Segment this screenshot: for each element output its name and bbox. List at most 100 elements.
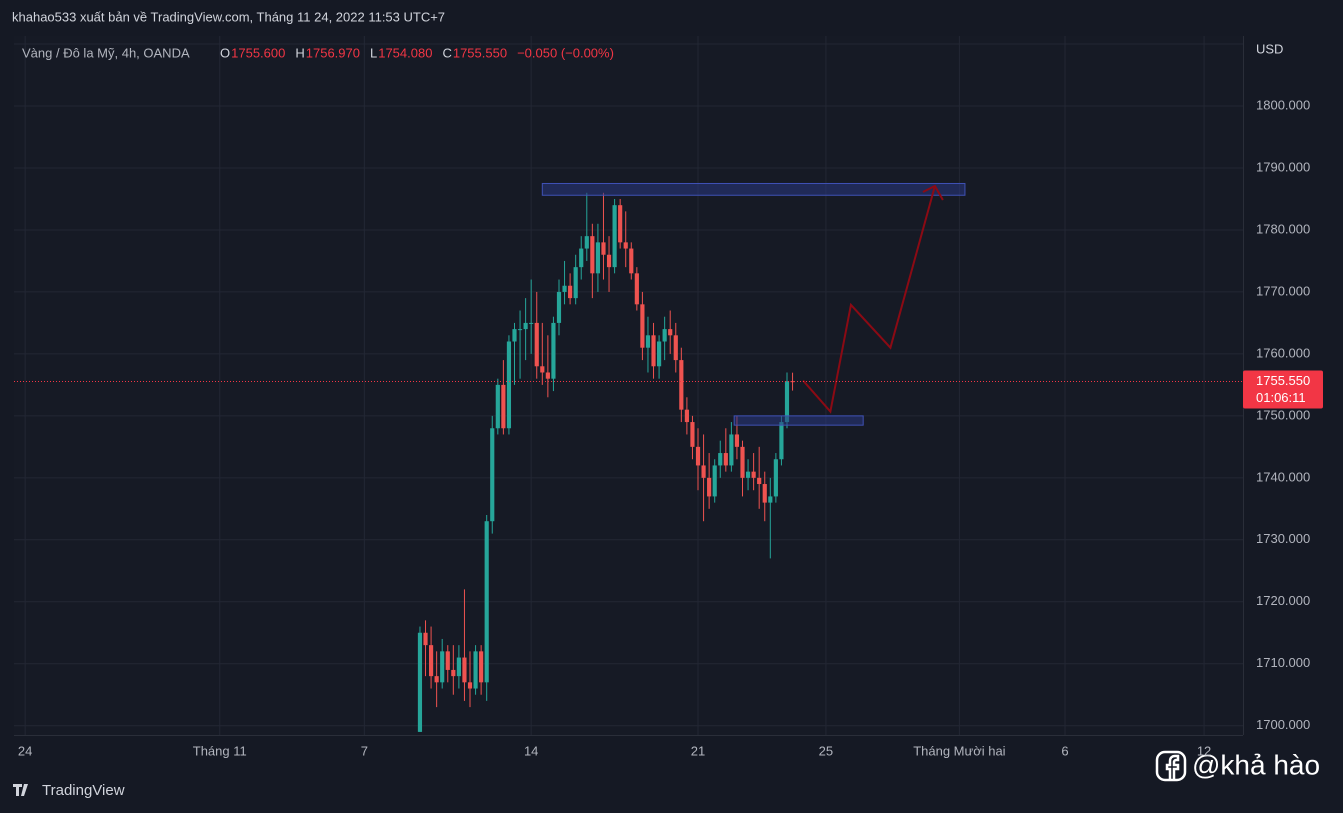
candle-body <box>606 254 612 268</box>
candle-body <box>473 651 478 689</box>
last-price-label: 1755.550 <box>1256 373 1310 388</box>
ohlc-label: L <box>370 45 377 60</box>
candle-body <box>601 242 606 255</box>
candle-body <box>734 434 740 447</box>
zone <box>733 415 864 426</box>
ohlc-label: C <box>442 45 451 60</box>
ohlc-value: 1756.970 <box>306 45 360 60</box>
watermark: @khả hào <box>1192 749 1320 780</box>
candle-body <box>673 335 678 361</box>
candle-body <box>523 322 528 330</box>
candle-body <box>690 422 695 447</box>
y-tick-label: 1730.000 <box>1256 531 1310 546</box>
candle-body <box>495 384 500 429</box>
candle-body <box>679 360 684 410</box>
candle-body <box>579 248 584 268</box>
candle-body <box>590 236 595 274</box>
last-price-box <box>1243 370 1323 409</box>
y-tick-label: 1750.000 <box>1256 407 1310 422</box>
candle-body <box>634 273 639 305</box>
ohlc-label: H <box>295 45 304 60</box>
candle-body <box>768 496 773 503</box>
candle-body <box>484 521 489 683</box>
y-tick-label: 1740.000 <box>1256 469 1310 484</box>
y-tick-label: 1710.000 <box>1256 655 1310 670</box>
candle-body <box>501 384 506 429</box>
symbol: Vàng / Đô la Mỹ, 4h, OANDA <box>22 45 190 60</box>
x-tick-label: 21 <box>691 743 705 758</box>
candle-body <box>707 477 712 497</box>
candle-body <box>623 242 628 249</box>
candle-body <box>417 632 423 732</box>
candle-body <box>506 341 512 429</box>
candle-body <box>629 248 634 274</box>
ohlc-label: O <box>220 45 230 60</box>
candle-body <box>456 657 461 677</box>
ohlc-value: 1755.550 <box>453 45 507 60</box>
y-tick-label: 1780.000 <box>1256 221 1310 236</box>
candle-body <box>657 341 662 367</box>
plot-area <box>14 36 1243 735</box>
candle-body <box>662 329 667 342</box>
brand: TradingView <box>42 782 125 799</box>
x-tick-label: 6 <box>1061 743 1068 758</box>
candle-body <box>428 645 434 677</box>
fb-icon <box>1155 750 1187 782</box>
x-tick-label: Tháng 11 <box>193 743 247 758</box>
zone <box>541 182 966 196</box>
candle-body <box>790 381 795 383</box>
candle-body <box>695 446 701 466</box>
candle-body <box>773 459 778 497</box>
candle-body <box>751 471 756 478</box>
candle-body <box>551 322 556 379</box>
candle-body <box>545 372 550 379</box>
candle-body <box>512 329 517 342</box>
ohlc-value: 1754.080 <box>378 45 432 60</box>
candle-body <box>540 366 545 373</box>
candle-body <box>534 322 539 367</box>
tv-logo <box>13 784 28 796</box>
change: −0.050 (−0.00%) <box>517 45 614 60</box>
candle-body <box>451 669 456 677</box>
y-tick-label: 1800.000 <box>1256 97 1310 112</box>
arrow-head <box>922 184 944 201</box>
candle-body <box>668 329 673 336</box>
y-tick-label: 1720.000 <box>1256 593 1310 608</box>
candle-body <box>762 484 767 503</box>
candle-body <box>445 651 450 670</box>
candle-body <box>529 322 534 324</box>
x-tick-label: 14 <box>524 743 538 758</box>
candle-body <box>640 304 645 348</box>
candle-body <box>440 651 445 683</box>
x-tick-label: 12 <box>1197 743 1211 758</box>
candle-body <box>595 242 600 274</box>
candle-body <box>490 428 495 522</box>
ohlc-value: 1755.600 <box>231 45 285 60</box>
candle-body <box>712 465 717 497</box>
candle-body <box>645 335 651 348</box>
candle-body <box>701 465 706 478</box>
candle-body <box>517 329 523 331</box>
x-tick-label: 7 <box>361 743 368 758</box>
candle-body <box>562 285 567 292</box>
countdown: 01:06:11 <box>1256 390 1306 405</box>
candle-body <box>740 446 745 478</box>
candle-body <box>745 471 751 478</box>
candle-body <box>718 453 723 466</box>
candle-body <box>651 335 656 367</box>
candle-body <box>723 453 728 466</box>
y-tick-label: 1770.000 <box>1256 283 1310 298</box>
candle-body <box>757 477 762 485</box>
x-tick-label: Tháng Mười hai <box>913 743 1005 758</box>
candle-body <box>584 236 589 249</box>
candle-body <box>573 267 578 299</box>
candle-body <box>779 422 784 460</box>
candle-body <box>618 205 623 243</box>
x-tick-label: 24 <box>18 743 32 758</box>
candle-body <box>462 657 467 683</box>
y-tick-label: 1700.000 <box>1256 717 1310 732</box>
publisher: khahao533 xuất bản về TradingView.com, T… <box>12 9 445 24</box>
projection-line <box>802 185 936 414</box>
candle-body <box>612 205 617 268</box>
